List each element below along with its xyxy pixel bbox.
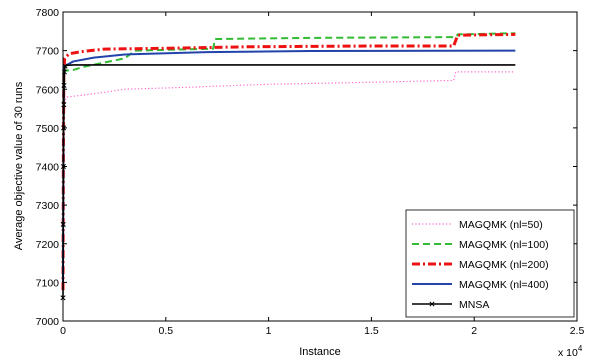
legend: MAGQMK (nl=50) MAGQMK (nl=100) MAGQMK (nl=… <box>405 209 575 318</box>
x-tick-label: 2 <box>471 325 477 337</box>
legend-label: MAGQMK (nl=400) <box>459 279 549 291</box>
legend-label: MAGQMK (nl=50) <box>459 219 543 231</box>
legend-label: MAGQMK (nl=200) <box>459 259 549 271</box>
legend-label: MAGQMK (nl=100) <box>459 239 549 251</box>
x-axis-label: Instance <box>299 346 341 358</box>
y-tick-label: 7700 <box>36 46 60 58</box>
legend-entry: MNSA <box>412 299 489 311</box>
y-tick-label: 7800 <box>36 7 60 19</box>
legend-entry: MAGQMK (nl=50) <box>412 219 543 231</box>
y-tick-label: 7600 <box>36 84 60 96</box>
y-tick-label: 7200 <box>36 239 60 251</box>
legend-entry: MAGQMK (nl=100) <box>412 239 549 251</box>
y-tick-label: 7500 <box>36 123 60 135</box>
y-tick-label: 7000 <box>36 316 60 328</box>
y-tick-label: 7400 <box>36 162 60 174</box>
x-tick-label: 1.5 <box>364 325 379 337</box>
legend-entry: MAGQMK (nl=400) <box>412 279 549 291</box>
legend-entry: MAGQMK (nl=200) <box>412 259 549 271</box>
y-tick-label: 7300 <box>36 200 60 212</box>
x-tick-label: 0 <box>60 325 66 337</box>
legend-label: MNSA <box>459 299 489 311</box>
y-tick-label: 7100 <box>36 277 60 289</box>
y-axis-label: Average objective value of 30 runs <box>13 81 25 250</box>
x-tick-label: 2.5 <box>570 325 585 337</box>
legend-marker <box>429 301 435 307</box>
series-marker <box>61 102 67 108</box>
x-tick-label: 0.5 <box>158 325 173 337</box>
series-line-3 <box>61 32 516 291</box>
axis-ticks: 0 0.5 1 1.5 2 2.5 7000 7100 7200 7300 7400 7500 7600… <box>36 7 585 337</box>
x-axis-multiplier: x 104 <box>558 344 583 359</box>
series-marker <box>62 63 68 69</box>
x-tick-label: 1 <box>266 325 272 337</box>
